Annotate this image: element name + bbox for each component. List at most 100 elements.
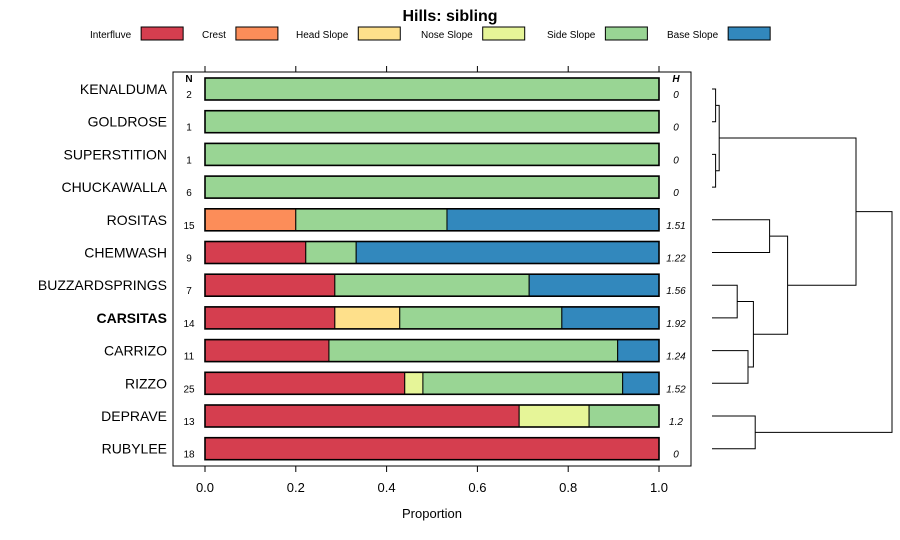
bar-segment-nose-slope [404,371,424,395]
bar-segment-base-slope [446,208,660,232]
bar-outline [204,77,660,101]
n-value: 9 [186,254,192,265]
row-superstition: SUPERSTITION 1 0 [64,142,679,167]
n-value: 1 [186,123,192,134]
dendrogram-branch [712,284,738,319]
n-value: 7 [186,286,192,297]
category-label: CHEMWASH [84,245,167,261]
bar-segment-side-slope [204,175,660,199]
legend-label-base-slope: Base Slope [667,30,719,41]
n-value: 6 [186,188,192,199]
x-tick-label: 0.2 [287,480,305,495]
legend-label-nose-slope: Nose Slope [421,30,473,41]
bar-segment-side-slope [204,110,660,134]
bar-outline [204,208,660,232]
category-label: RIZZO [125,375,167,391]
bar-segment-side-slope [588,404,660,428]
row-kenalduma: KENALDUMA 2 0 [80,77,679,101]
bar-segment-interfluve [204,437,660,461]
bar-outline [204,240,660,265]
bar-segment-side-slope [305,241,357,264]
bar-segment-side-slope [399,306,563,330]
bar-rows: KENALDUMA 2 0 GOLDROSE 1 0 SUPERSTITION 1 0 CHUCK… [38,77,686,461]
h-value: 0 [673,90,679,101]
h-value: 1.22 [666,254,686,265]
legend-label-interfluve: Interfluve [90,30,132,41]
bar-segment-side-slope [204,142,660,166]
x-axis-title: Proportion [402,506,462,521]
x-tick-label: 0.8 [559,480,577,495]
category-label: CHUCKAWALLA [61,179,167,195]
dendrogram-branch [712,415,756,450]
dendrogram [712,88,893,450]
legend-swatch-base-slope [727,26,771,41]
legend-label-head-slope: Head Slope [296,30,349,41]
plot-panel-frame [172,71,692,467]
legend-label-side-slope: Side Slope [547,30,596,41]
bar-segment-base-slope [355,241,660,264]
bar-segment-side-slope [204,77,660,101]
category-label: DEPRAVE [101,408,167,424]
bar-segment-base-slope [528,273,660,297]
category-label: KENALDUMA [80,81,168,97]
category-label: GOLDROSE [88,114,167,130]
h-value: 1.56 [666,286,686,297]
n-value: 25 [183,384,195,395]
bottom-axis: 0.0 0.2 0.4 0.6 0.8 1.0 [196,466,668,495]
h-value: 0 [673,450,679,461]
x-tick-label: 0.6 [468,480,486,495]
h-header: H [672,74,680,85]
bar-segment-interfluve [204,306,336,330]
x-tick-label: 0.0 [196,480,214,495]
category-label: RUBYLEE [102,441,167,457]
dendrogram-branch [737,301,754,368]
bar-segment-base-slope [561,306,660,330]
bar-outline [204,142,660,167]
bar-segment-nose-slope [518,404,590,428]
h-value: 1.92 [666,319,686,330]
chart-title: Hills: sibling [402,8,497,25]
bar-outline [204,306,660,330]
h-value: 1.51 [666,221,685,232]
row-rizzo: RIZZO 25 1.52 [125,371,686,395]
legend-swatch-nose-slope [482,26,526,41]
row-buzzardsprings: BUZZARDSPRINGS 7 1.56 [38,273,686,297]
bar-outline [204,404,660,428]
bar-segment-side-slope [295,208,448,232]
bar-segment-side-slope [328,339,619,363]
dendrogram-branch [712,350,749,384]
x-tick-label: 0.4 [378,480,396,495]
row-goldrose: GOLDROSE 1 0 [88,109,679,134]
dendrogram-branch [712,153,717,188]
legend: Interfluve Crest Head Slope Nose Slope Side … [90,26,771,41]
bar-outline [204,175,660,199]
bar-outline [204,109,660,134]
n-value: 2 [186,90,192,101]
bar-segment-interfluve [204,371,406,395]
legend-swatch-crest [235,26,279,41]
row-rositas: ROSITAS 15 1.51 [107,208,686,232]
dendrogram-branch [753,235,789,335]
row-deprave: DEPRAVE 13 1.2 [101,404,683,428]
row-carsitas: CARSITAS 14 1.92 [96,306,686,330]
legend-swatch-side-slope [604,26,648,41]
bar-segment-interfluve [204,273,336,297]
bar-segment-interfluve [204,241,307,264]
bar-segment-head-slope [334,306,401,330]
h-value: 1.52 [666,384,686,395]
category-label: SUPERSTITION [64,146,167,162]
bar-segment-side-slope [422,371,624,395]
bar-outline [204,436,660,461]
n-header: N [185,74,192,85]
bar-segment-interfluve [204,404,520,428]
n-value: 18 [183,450,195,461]
bar-outline [204,338,660,363]
category-label: ROSITAS [107,212,167,228]
h-value: 0 [673,188,679,199]
bar-segment-side-slope [334,273,530,297]
dendrogram-branch [755,211,893,433]
row-carrizo: CARRIZO 11 1.24 [104,338,686,363]
n-value: 1 [186,155,192,166]
h-value: 1.24 [666,352,686,363]
